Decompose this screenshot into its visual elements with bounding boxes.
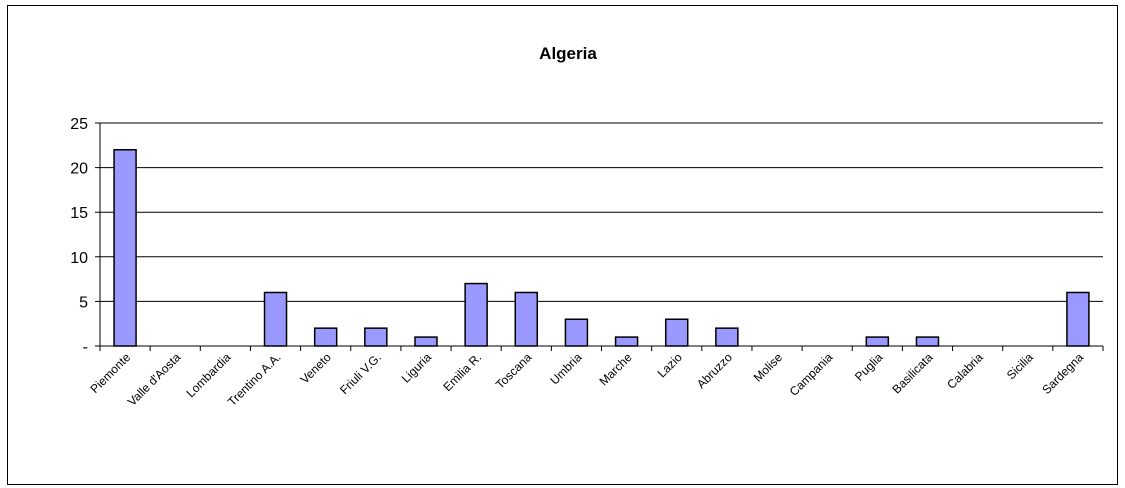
bar bbox=[715, 327, 739, 347]
x-category-label: Liguria bbox=[399, 350, 435, 386]
bar bbox=[514, 291, 539, 347]
bar bbox=[464, 282, 488, 347]
chart-frame bbox=[7, 5, 1118, 485]
x-category-label: Valle d'Aosta bbox=[125, 350, 184, 409]
bar bbox=[364, 327, 388, 347]
y-tick-label: 25 bbox=[70, 116, 88, 133]
bar bbox=[865, 336, 890, 347]
x-category-label: Sicilia bbox=[1004, 350, 1036, 382]
x-category-label: Abruzzo bbox=[694, 350, 735, 391]
y-axis-tick-labels: - 5 10 15 20 25 bbox=[70, 116, 88, 356]
y-tick-label: - bbox=[83, 339, 88, 356]
axes bbox=[99, 123, 1104, 351]
x-category-label: Basilicata bbox=[889, 350, 935, 396]
x-category-label: Friuli V.G. bbox=[337, 350, 384, 397]
x-category-label: Piemonte bbox=[87, 350, 133, 396]
y-tick-label: 5 bbox=[79, 294, 88, 311]
x-category-label: Campania bbox=[787, 350, 836, 399]
bar bbox=[313, 327, 338, 347]
x-category-label: Lazio bbox=[655, 350, 685, 380]
x-category-label: Emilia R. bbox=[440, 350, 484, 394]
x-category-label: Marche bbox=[597, 350, 635, 388]
y-tick-label: 15 bbox=[70, 205, 88, 222]
chart-title: Algeria bbox=[539, 44, 597, 63]
bars bbox=[113, 149, 1090, 347]
x-category-label: Calabria bbox=[944, 350, 986, 392]
x-category-label: Umbria bbox=[547, 350, 584, 387]
x-category-label: Toscana bbox=[493, 350, 535, 392]
bar bbox=[614, 336, 639, 347]
x-category-label: Molise bbox=[751, 350, 786, 385]
bar bbox=[1066, 291, 1090, 347]
y-tick-label: 10 bbox=[70, 250, 88, 267]
y-tick-label: 20 bbox=[70, 161, 88, 178]
bar bbox=[263, 291, 288, 347]
bar bbox=[414, 336, 438, 347]
bar bbox=[564, 318, 589, 347]
bar bbox=[664, 318, 689, 347]
x-category-label: Lombardia bbox=[184, 350, 234, 400]
bar bbox=[915, 336, 940, 347]
gridlines bbox=[95, 122, 1103, 347]
x-category-label: Sardegna bbox=[1039, 350, 1086, 397]
bar bbox=[113, 149, 137, 347]
x-category-label: Veneto bbox=[297, 350, 334, 387]
x-category-label: Puglia bbox=[852, 350, 886, 384]
x-category-label: Trentino A.A. bbox=[225, 350, 284, 409]
